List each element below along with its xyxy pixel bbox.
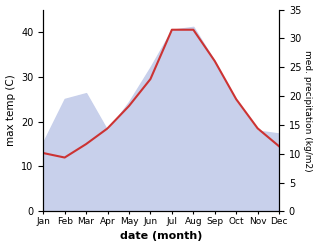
Y-axis label: med. precipitation (kg/m2): med. precipitation (kg/m2) [303,50,313,171]
Y-axis label: max temp (C): max temp (C) [5,75,16,146]
X-axis label: date (month): date (month) [120,231,202,242]
